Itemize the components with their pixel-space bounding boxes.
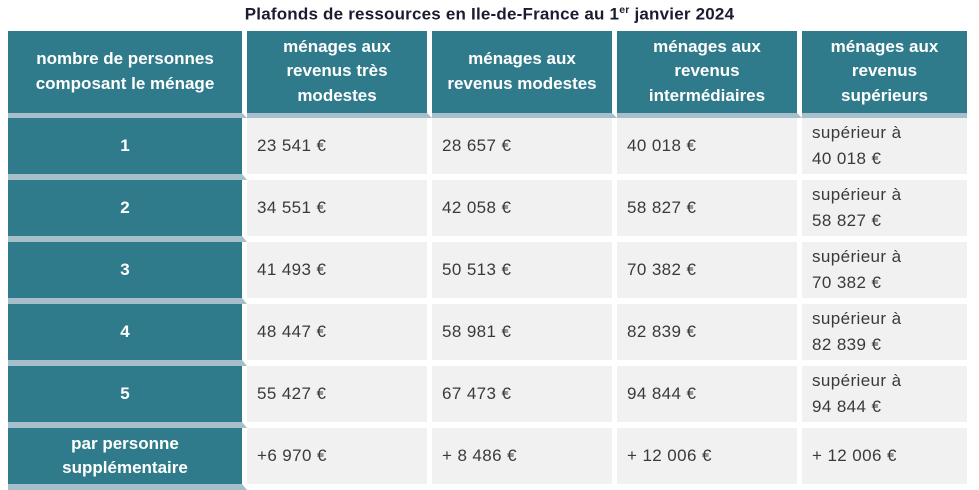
- value-cell: 70 382 €: [617, 241, 802, 304]
- title-text-suffix: janvier 2024: [629, 4, 735, 24]
- value-cell: 58 981 €: [432, 303, 617, 366]
- value-cell: 50 513 €: [432, 241, 617, 304]
- row-label: 3: [8, 241, 247, 304]
- value-cell: 34 551 €: [247, 179, 432, 242]
- page-title: Plafonds de ressources en Ile-de-France …: [0, 0, 979, 25]
- value-cell: 82 839 €: [617, 303, 802, 366]
- value-cell: 41 493 €: [247, 241, 432, 304]
- value-cell: + 12 006 €: [802, 427, 967, 490]
- table-row: 2 34 551 € 42 058 € 58 827 € supérieur à…: [8, 179, 967, 242]
- row-label: par personne supplémentaire: [8, 427, 247, 490]
- title-superscript: er: [619, 4, 630, 16]
- header-cell-higher-income: ménages aux revenus supérieurs: [802, 30, 967, 118]
- row-label: 5: [8, 365, 247, 428]
- row-label: 1: [8, 117, 247, 180]
- value-cell: supérieur à 40 018 €: [802, 117, 967, 180]
- table-row: 3 41 493 € 50 513 € 70 382 € supérieur à…: [8, 241, 967, 304]
- row-label: 2: [8, 179, 247, 242]
- table-row: par personne supplémentaire +6 970 € + 8…: [8, 427, 967, 490]
- header-cell-modest-income: ménages aux revenus modestes: [432, 30, 617, 118]
- header-cell-very-modest-income: ménages aux revenus très modestes: [247, 30, 432, 118]
- value-cell: 28 657 €: [432, 117, 617, 180]
- value-cell: 48 447 €: [247, 303, 432, 366]
- value-cell: 40 018 €: [617, 117, 802, 180]
- value-cell: supérieur à 82 839 €: [802, 303, 967, 366]
- table-row: 4 48 447 € 58 981 € 82 839 € supérieur à…: [8, 303, 967, 366]
- table-row: 5 55 427 € 67 473 € 94 844 € supérieur à…: [8, 365, 967, 428]
- value-cell: supérieur à 70 382 €: [802, 241, 967, 304]
- value-cell: supérieur à 58 827 €: [802, 179, 967, 242]
- value-cell: 55 427 €: [247, 365, 432, 428]
- value-cell: 58 827 €: [617, 179, 802, 242]
- value-cell: supérieur à 94 844 €: [802, 365, 967, 428]
- header-cell-household-size: nombre de personnes composant le ménage: [8, 30, 247, 118]
- value-cell: +6 970 €: [247, 427, 432, 490]
- header-cell-intermediate-income: ménages aux revenus intermédiaires: [617, 30, 802, 118]
- row-label: 4: [8, 303, 247, 366]
- table-row: 1 23 541 € 28 657 € 40 018 € supérieur à…: [8, 117, 967, 180]
- value-cell: 94 844 €: [617, 365, 802, 428]
- value-cell: + 12 006 €: [617, 427, 802, 490]
- income-ceilings-table: nombre de personnes composant le ménage …: [8, 30, 967, 490]
- title-text: Plafonds de ressources en Ile-de-France …: [244, 4, 620, 24]
- value-cell: 67 473 €: [432, 365, 617, 428]
- value-cell: 23 541 €: [247, 117, 432, 180]
- header-row: nombre de personnes composant le ménage …: [8, 30, 967, 118]
- value-cell: + 8 486 €: [432, 427, 617, 490]
- value-cell: 42 058 €: [432, 179, 617, 242]
